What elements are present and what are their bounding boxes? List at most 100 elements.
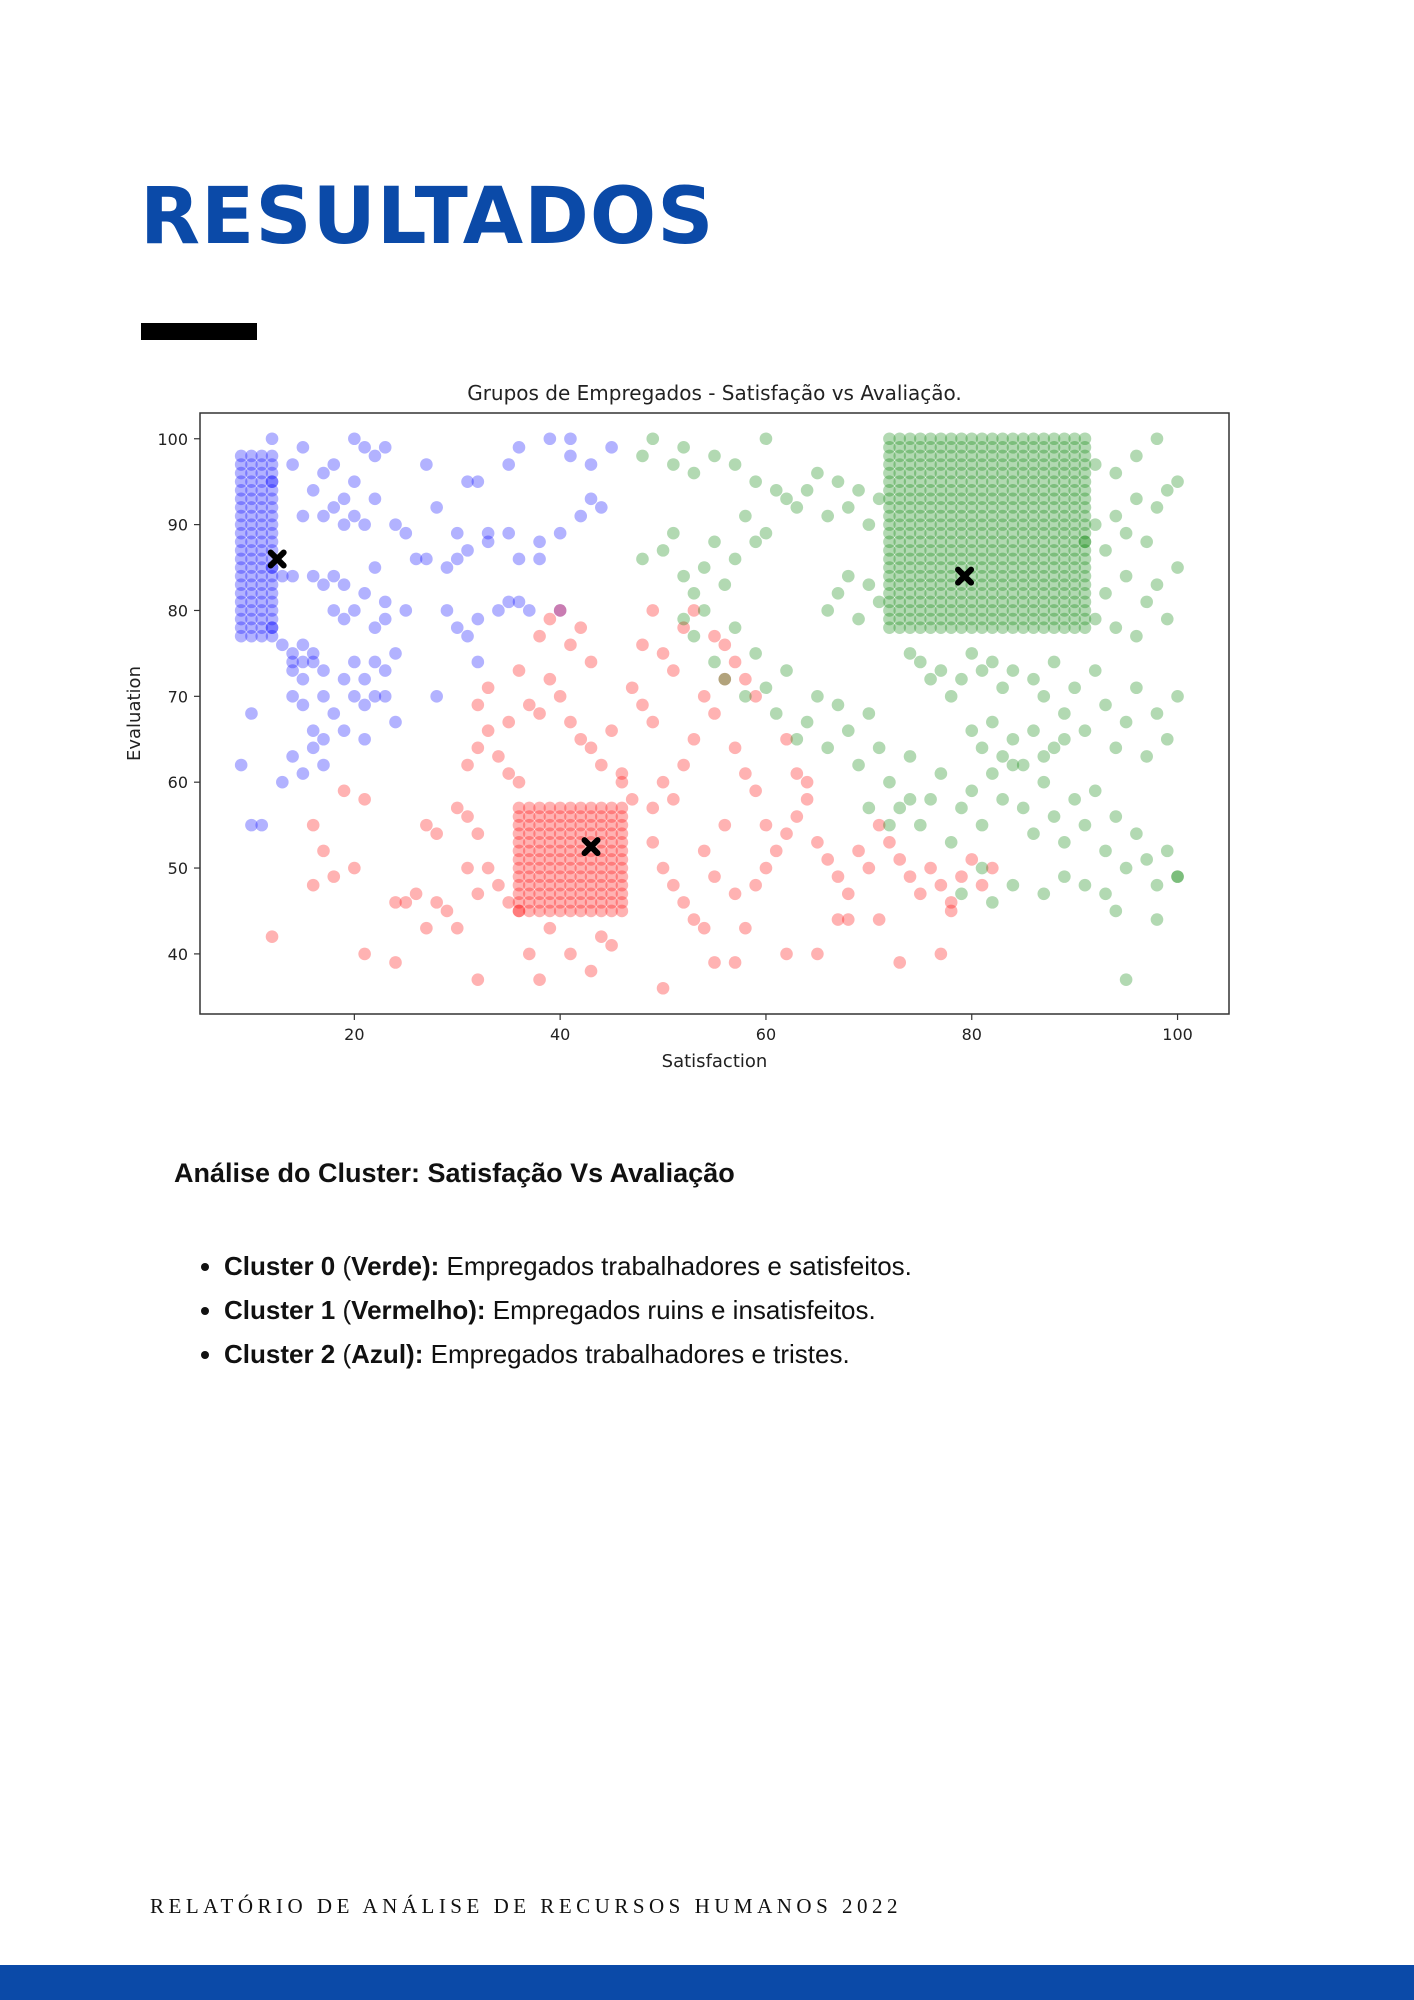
cluster-1-point <box>389 956 402 969</box>
cluster-0-point <box>1078 458 1092 471</box>
cluster-0-point <box>965 509 979 523</box>
cluster-0-point <box>893 475 907 488</box>
cluster-0-point <box>1037 509 1051 523</box>
cluster-0-point <box>893 544 907 557</box>
cluster-1-point <box>697 921 711 935</box>
cluster-2-point <box>348 509 361 523</box>
cluster-2-point <box>255 818 269 832</box>
cluster-0-point <box>944 492 958 506</box>
cluster-0-point <box>975 561 989 574</box>
cluster-0-point <box>893 621 907 634</box>
cluster-0-point <box>996 569 1009 583</box>
cluster-2-point <box>245 818 258 832</box>
cluster-1-point <box>533 973 546 986</box>
cluster-2-point <box>245 578 258 592</box>
cluster-0-point <box>1068 518 1081 531</box>
cluster-1-point <box>872 818 886 832</box>
cluster-1-point <box>564 947 577 961</box>
cluster-1-point <box>677 621 690 634</box>
cluster-1-point <box>512 878 526 892</box>
cluster-0-point <box>996 483 1009 497</box>
cluster-0-point <box>1027 604 1040 617</box>
cluster-2-point <box>512 595 526 609</box>
paren-open: ( <box>335 1295 352 1325</box>
cluster-0-point <box>1037 775 1051 789</box>
cluster-0-point <box>1171 870 1184 883</box>
cluster-0-point <box>841 569 855 583</box>
cluster-1-point <box>358 947 371 961</box>
cluster-1-point <box>605 861 618 875</box>
cluster-2-point <box>234 458 248 471</box>
cluster-0-point <box>955 458 968 471</box>
cluster-0-point <box>893 449 907 463</box>
cluster-0-point <box>924 483 937 497</box>
cluster-0-point <box>996 552 1009 566</box>
cluster-0-point <box>1078 466 1092 480</box>
cluster-0-point <box>1068 587 1081 600</box>
y-tick-label: 90 <box>168 516 188 535</box>
cluster-0-point <box>1109 466 1123 480</box>
cluster-0-point <box>1037 466 1051 480</box>
cluster-0-point <box>996 587 1009 600</box>
cluster-0-point <box>1058 835 1071 849</box>
cluster-2-point <box>234 612 248 626</box>
cluster-1-point <box>543 827 557 840</box>
cluster-0-point <box>934 509 948 523</box>
cluster-0-point <box>893 441 907 454</box>
cluster-1-point <box>553 801 567 815</box>
cluster-0-point <box>1140 535 1153 549</box>
cluster-2-point <box>296 672 310 686</box>
cluster-1-point <box>553 861 567 875</box>
cluster-0-point <box>965 449 979 463</box>
cluster-0-point <box>1058 578 1071 592</box>
cluster-1-point <box>543 870 557 883</box>
cluster-1-point <box>512 887 526 901</box>
cluster-0-point <box>944 561 958 574</box>
cluster-0-point <box>986 492 999 506</box>
cluster-1-point <box>512 818 526 832</box>
cluster-0-point <box>986 449 999 463</box>
cluster-0-point <box>914 818 927 832</box>
cluster-1-point <box>522 698 536 712</box>
cluster-0-point <box>1006 466 1020 480</box>
cluster-1-point <box>667 664 680 677</box>
cluster-2-point <box>296 638 310 652</box>
cluster-0-point <box>677 441 690 454</box>
cluster-0-point <box>965 458 979 471</box>
cluster-0-point <box>1037 552 1051 566</box>
cluster-0-point <box>1058 449 1071 463</box>
cluster-0-point <box>636 552 649 566</box>
cluster-1-point <box>687 604 701 617</box>
cluster-0-point <box>1027 612 1040 626</box>
cluster-1-point <box>512 870 526 883</box>
cluster-0-point <box>1078 475 1092 488</box>
cluster-1-point <box>543 887 557 901</box>
cluster-2-point <box>430 501 443 514</box>
cluster-0-point <box>1006 441 1020 454</box>
cluster-0-point <box>944 552 958 566</box>
cluster-0-point <box>903 526 917 540</box>
cluster-0-point <box>893 604 907 617</box>
cluster-1-point <box>656 647 670 660</box>
cluster-0-point <box>1037 544 1051 557</box>
cluster-0-point <box>996 578 1009 592</box>
cluster-0-point <box>1047 561 1061 574</box>
cluster-1-point <box>728 655 742 669</box>
cluster-0-point <box>924 604 937 617</box>
cluster-0-point <box>986 767 999 780</box>
cluster-1-point <box>471 741 485 755</box>
cluster-0-point <box>965 483 979 497</box>
cluster-2-point <box>492 604 505 617</box>
cluster-0-point <box>1078 552 1092 566</box>
cluster-0-point <box>883 612 896 626</box>
cluster-1-point <box>615 878 629 892</box>
cluster-1-point <box>841 913 855 926</box>
cluster-0-point <box>955 801 968 815</box>
cluster-0-point <box>1006 664 1020 677</box>
cluster-0-point <box>1068 612 1081 626</box>
cluster-0-point <box>1027 535 1040 549</box>
cluster-0-point <box>759 526 773 540</box>
cluster-0-point <box>1037 441 1051 454</box>
cluster-0-point <box>986 518 999 531</box>
cluster-2-point <box>368 690 382 703</box>
